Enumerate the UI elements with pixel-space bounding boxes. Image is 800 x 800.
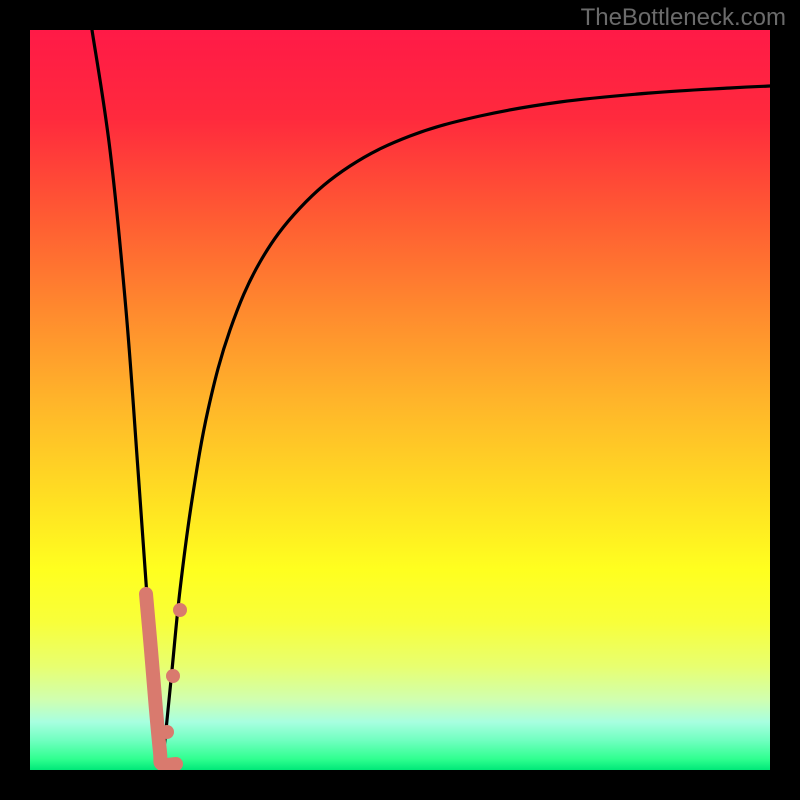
plot-area xyxy=(30,30,770,770)
marker-dot xyxy=(173,603,187,617)
chart-frame: TheBottleneck.com xyxy=(0,0,800,800)
marker-dot xyxy=(160,725,174,739)
marker-dot xyxy=(166,669,180,683)
bottleneck-curve-svg xyxy=(30,30,770,770)
watermark-text: TheBottleneck.com xyxy=(581,4,786,32)
